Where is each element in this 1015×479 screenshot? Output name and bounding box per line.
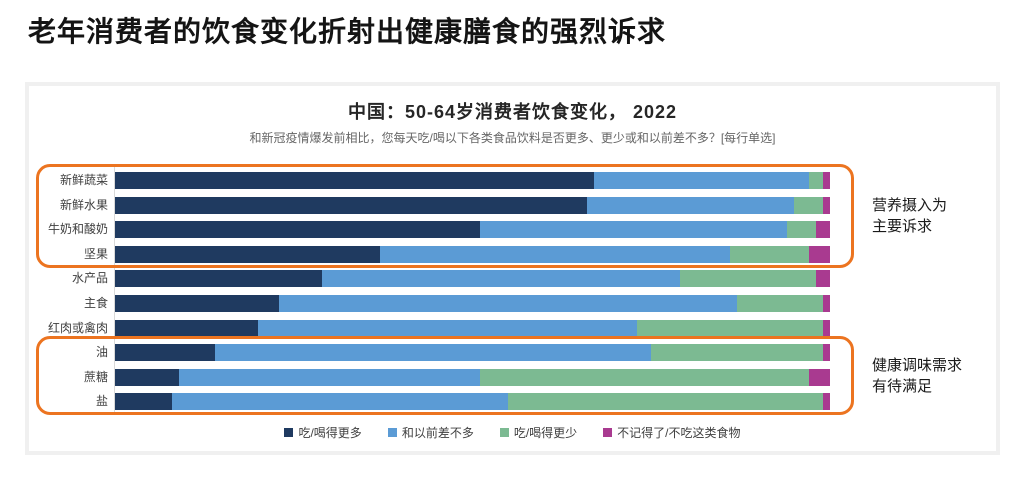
bar-segment: [822, 295, 830, 312]
bar-segment: [479, 221, 788, 239]
legend-item: 和以前差不多: [387, 424, 474, 441]
category-label: 牛奶和酸奶: [47, 222, 108, 237]
category-label: 新鲜水果: [59, 197, 108, 212]
bar-track: [115, 172, 830, 189]
category-label: 红肉或禽肉: [47, 320, 108, 335]
chart-panel: [25, 82, 1000, 455]
legend-swatch-icon: [603, 428, 613, 437]
bar-segment: [179, 368, 480, 386]
bar-segment: [479, 368, 809, 386]
bar-segment: [115, 344, 216, 362]
bar-segment: [508, 393, 823, 411]
legend-swatch-icon: [284, 428, 294, 437]
bar-track: [115, 368, 830, 386]
bar-segment: [115, 270, 323, 288]
bar-segment: [822, 393, 830, 411]
bar-track: [115, 221, 830, 239]
category-label: 盐: [95, 394, 108, 409]
legend-item: 吃/喝得更少: [499, 424, 578, 441]
bar-segment: [822, 172, 830, 189]
bar-segment: [787, 221, 816, 239]
legend-item: 不记得了/不吃这类食物: [603, 424, 741, 441]
bar-segment: [258, 319, 637, 337]
legend-label: 不记得了/不吃这类食物: [617, 426, 741, 440]
legend-label: 吃/喝得更少: [513, 426, 578, 440]
bar-segment: [808, 172, 823, 189]
chart-title: 中国：50-64岁消费者饮食变化， 2022: [347, 102, 678, 122]
legend-label: 吃/喝得更多: [298, 426, 362, 440]
chart-legend: 吃/喝得更多 和以前差不多 吃/喝得更少 不记得了/不吃这类食物: [25, 424, 1000, 441]
bar-segment: [322, 270, 680, 288]
y-axis-line: [114, 167, 115, 416]
bar-segment: [586, 196, 795, 214]
bar-segment: [115, 368, 180, 386]
bar-segment: [794, 196, 823, 214]
bar-segment: [822, 319, 830, 337]
bar-track: [115, 270, 830, 288]
bar-segment: [215, 344, 652, 362]
bar-segment: [808, 245, 830, 263]
annotation-nutrition: 营养摄入为 主要诉求: [872, 196, 948, 235]
chart-subtitle: 和新冠疫情爆发前相比，您每天吃/喝以下各类食品饮料是否更多、更少或和以前差不多？…: [249, 131, 776, 145]
category-label: 新鲜蔬菜: [59, 173, 108, 187]
bar-segment: [115, 172, 595, 189]
bar-track: [115, 295, 830, 312]
bar-segment: [679, 270, 816, 288]
annotation-seasoning: 健康调味需求 有待满足: [872, 356, 963, 395]
bar-segment: [115, 319, 258, 337]
category-label: 主食: [83, 296, 108, 310]
bar-track: [115, 393, 830, 411]
bar-track: [115, 245, 830, 263]
category-label: 水产品: [71, 271, 108, 286]
bar-segment: [379, 245, 730, 263]
bar-segment: [636, 319, 823, 337]
category-label: 坚果: [83, 246, 108, 261]
bar-track: [115, 196, 830, 214]
bar-segment: [815, 221, 830, 239]
legend-item: 吃/喝得更多: [284, 424, 362, 441]
bar-segment: [172, 393, 509, 411]
bar-segment: [737, 295, 823, 312]
bar-segment: [822, 344, 830, 362]
bar-segment: [115, 393, 173, 411]
bar-segment: [808, 368, 830, 386]
legend-swatch-icon: [387, 428, 397, 437]
bar-segment: [115, 196, 587, 214]
bar-segment: [279, 295, 738, 312]
highlight-box-nutrition: [36, 164, 854, 268]
bar-segment: [115, 295, 280, 312]
bar-segment: [115, 221, 480, 239]
page-title: 老年消费者的饮食变化折射出健康膳食的强烈诉求: [28, 16, 667, 47]
bar-segment: [651, 344, 823, 362]
category-label: 油: [95, 345, 108, 360]
bar-track: [115, 319, 830, 337]
bar-segment: [822, 196, 830, 214]
highlight-box-seasoning: [36, 336, 854, 416]
bar-segment: [815, 270, 830, 288]
legend-label: 和以前差不多: [401, 426, 474, 440]
legend-swatch-icon: [499, 428, 509, 437]
bar-segment: [115, 245, 380, 263]
bar-segment: [729, 245, 809, 263]
category-label: 蔗糖: [83, 369, 108, 384]
bar-segment: [594, 172, 809, 189]
bar-track: [115, 344, 830, 362]
